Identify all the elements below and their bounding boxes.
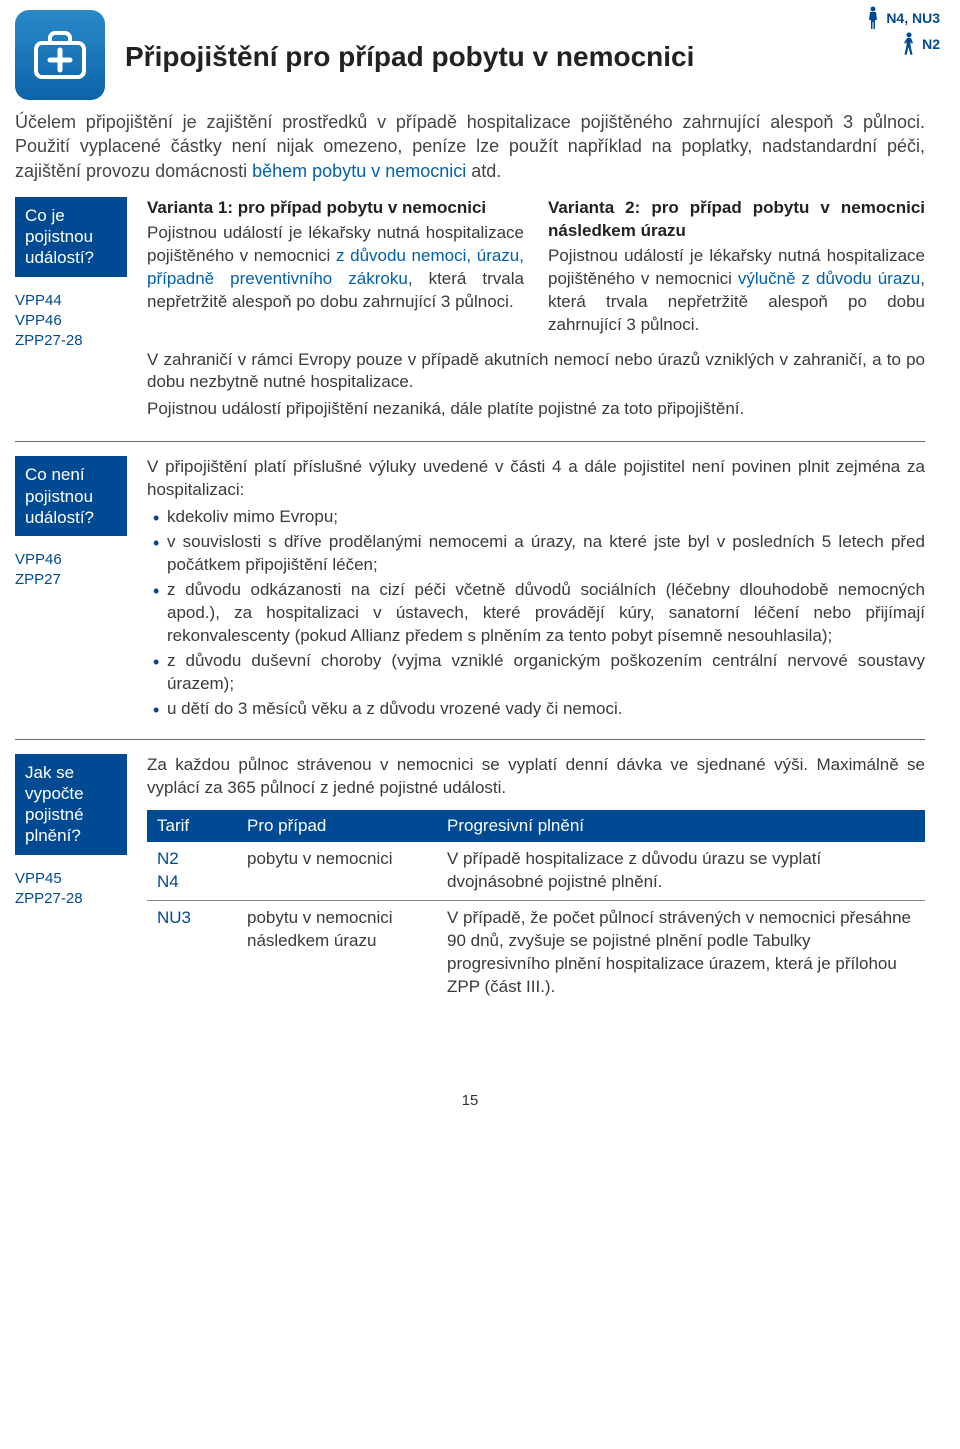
refs-2: VPP46 ZPP27 bbox=[15, 550, 127, 591]
page-number: 15 bbox=[15, 1091, 925, 1111]
section-calculation: Jak se vypočte pojistné plnění? VPP45 ZP… bbox=[15, 740, 925, 1021]
variant-1: Varianta 1: pro případ pobytu v nemocnic… bbox=[147, 197, 524, 341]
section-covered-event: Co je pojistnou událostí? VPP44 VPP46 ZP… bbox=[15, 183, 925, 442]
intro-paragraph: Účelem připojištění je zajištění prostře… bbox=[15, 110, 925, 183]
table-row: N2 N4 pobytu v nemocnici V případě hospi… bbox=[147, 842, 925, 900]
exclusion-list: kdekoliv mimo Evropu; v souvislosti s dř… bbox=[147, 506, 925, 720]
question-box-1: Co je pojistnou událostí? bbox=[15, 197, 127, 277]
medical-case-icon bbox=[15, 10, 105, 100]
question-box-2: Co není pojistnou událostí? bbox=[15, 456, 127, 536]
list-item: v souvislosti s dříve prodělanými nemoce… bbox=[147, 531, 925, 577]
page-title: Připojištění pro případ pobytu v nemocni… bbox=[125, 38, 925, 76]
section-not-covered: Co není pojistnou událostí? VPP46 ZPP27 … bbox=[15, 442, 925, 739]
tariff-icons: N4, NU3 N2 bbox=[866, 6, 940, 58]
list-item: z důvodu odkázanosti na cizí péči včetně… bbox=[147, 579, 925, 648]
tariff-label-1: N4, NU3 bbox=[886, 9, 940, 28]
refs-1: VPP44 VPP46 ZPP27-28 bbox=[15, 291, 127, 352]
list-item: u dětí do 3 měsíců věku a z důvodu vroze… bbox=[147, 698, 925, 721]
tariff-label-2: N2 bbox=[922, 35, 940, 54]
list-item: kdekoliv mimo Evropu; bbox=[147, 506, 925, 529]
list-item: z důvodu duševní choroby (vyjma vzniklé … bbox=[147, 650, 925, 696]
variant-2: Varianta 2: pro případ pobytu v nemocnic… bbox=[548, 197, 925, 341]
question-box-3: Jak se vypočte pojistné plnění? bbox=[15, 754, 127, 855]
refs-3: VPP45 ZPP27-28 bbox=[15, 869, 127, 910]
person-icon bbox=[866, 6, 880, 30]
person-walk-icon bbox=[902, 32, 916, 56]
table-row: NU3 pobytu v nemocnici následkem úrazu V… bbox=[147, 901, 925, 1005]
tariff-table: Tarif Pro případ Progresivní plnění N2 N… bbox=[147, 810, 925, 1006]
